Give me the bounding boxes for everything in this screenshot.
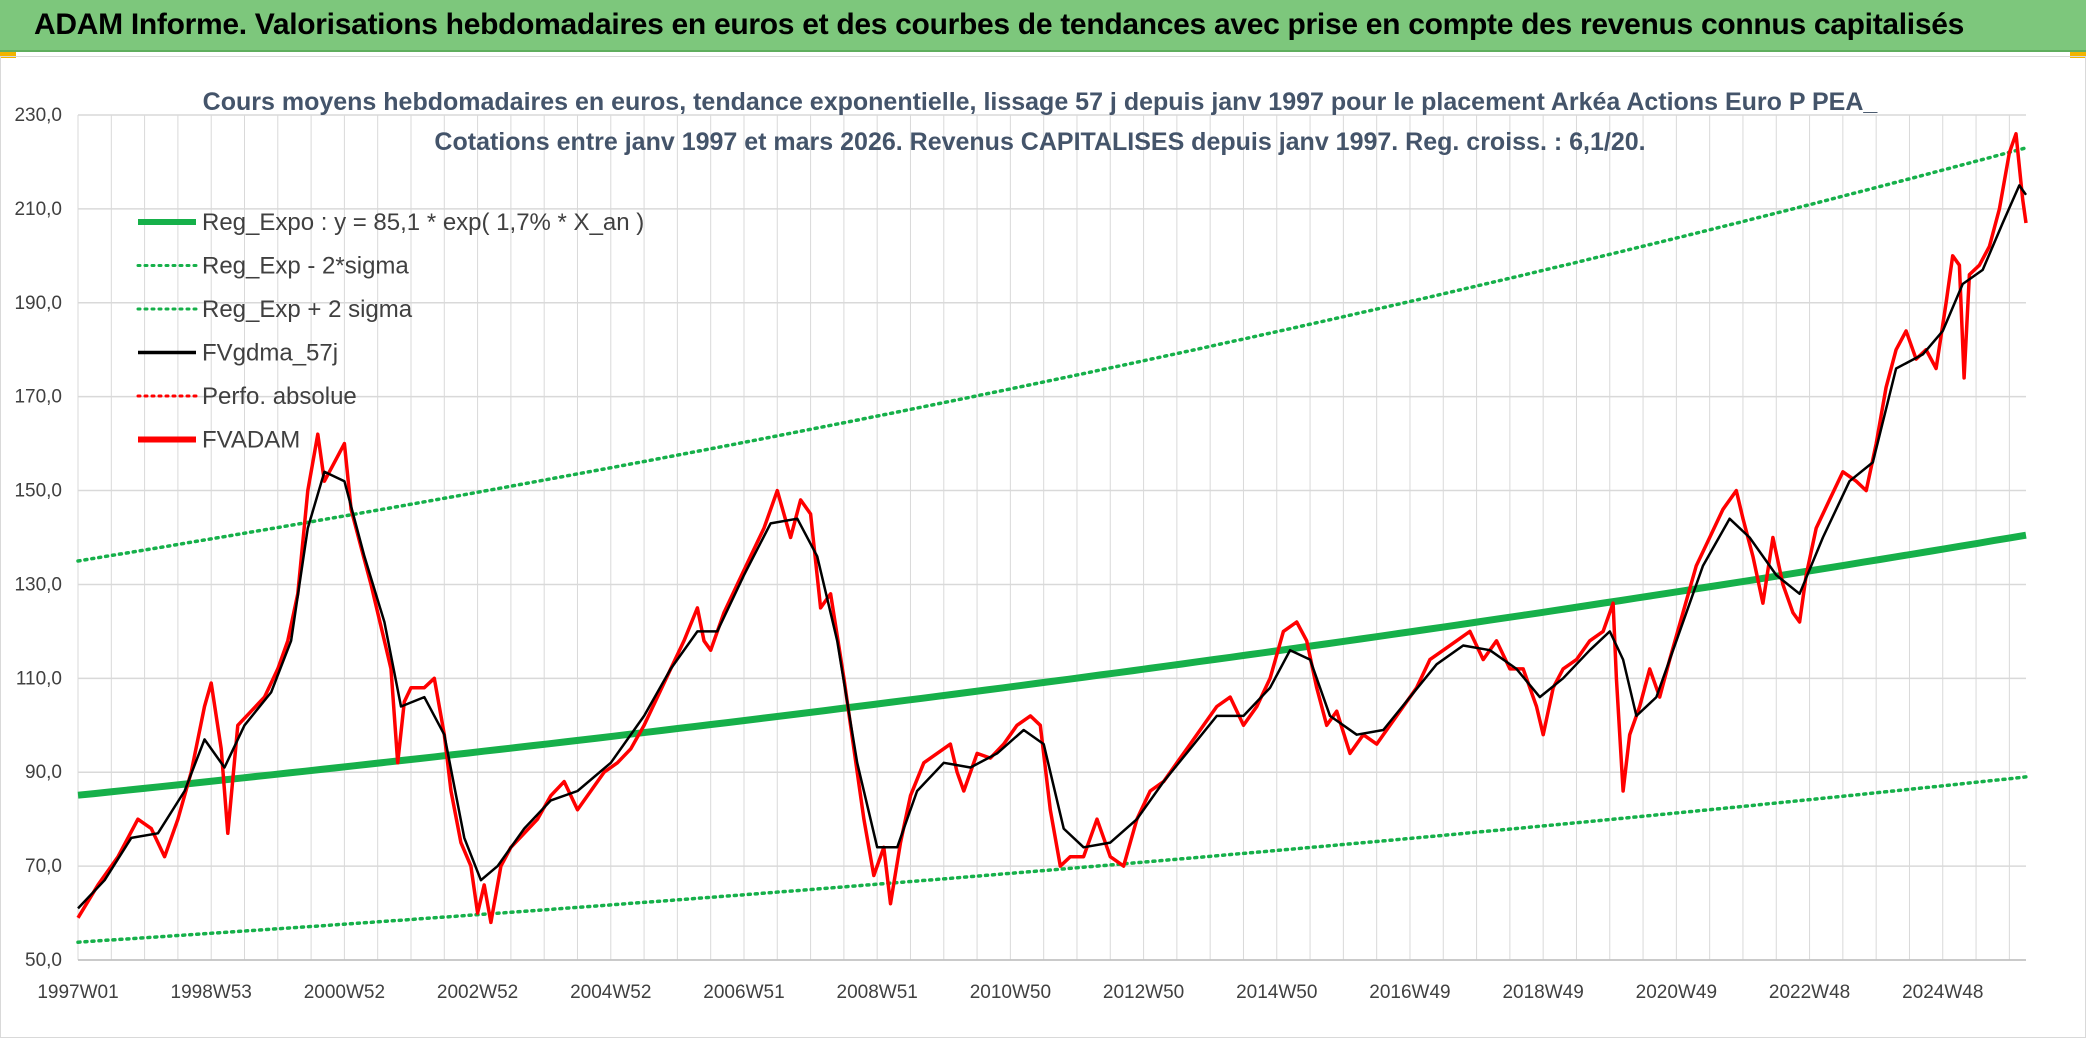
y-tick-label: 190,0 bbox=[14, 293, 62, 314]
legend-label: Reg_Expo : y = 85,1 * exp( 1,7% * X_an ) bbox=[202, 209, 644, 236]
chart-title: Cours moyens hebdomadaires en euros, ten… bbox=[203, 88, 1879, 156]
x-tick-label: 2014W50 bbox=[1236, 982, 1317, 1003]
legend-label: Perfo. absolue bbox=[202, 383, 357, 410]
legend-label: Reg_Exp + 2 sigma bbox=[202, 296, 413, 323]
series-layer bbox=[76, 132, 2028, 925]
x-tick-label: 2000W52 bbox=[304, 982, 385, 1003]
legend-label: FVADAM bbox=[202, 427, 300, 454]
reg-expo-line bbox=[77, 531, 2027, 799]
reg-exp-minus-2sigma-line bbox=[76, 775, 2028, 944]
x-tick-label: 1997W01 bbox=[37, 982, 118, 1003]
right-corner-accent bbox=[2070, 52, 2086, 58]
axis-labels: 50,0 70,0 90,0 110,0 130,0 150,0 170,0 190,0 210… bbox=[14, 105, 1983, 1003]
page-title: ADAM Informe. Valorisations hebdomadaire… bbox=[34, 8, 1965, 41]
fvadam-line bbox=[76, 132, 2028, 925]
legend: Reg_Expo : y = 85,1 * exp( 1,7% * X_an )… bbox=[136, 209, 644, 454]
fvgdma-57j-line bbox=[77, 184, 2028, 910]
x-tick-label: 2016W49 bbox=[1369, 982, 1450, 1003]
chart-title-line-2: Cotations entre janv 1997 et mars 2026. … bbox=[434, 128, 1645, 156]
y-tick-label: 110,0 bbox=[16, 668, 62, 689]
left-corner-accent bbox=[0, 52, 16, 58]
y-tick-label: 130,0 bbox=[14, 574, 62, 595]
y-tick-label: 210,0 bbox=[14, 199, 62, 220]
chart-title-line-1: Cours moyens hebdomadaires en euros, ten… bbox=[203, 88, 1879, 116]
y-tick-label: 230,0 bbox=[14, 105, 62, 126]
x-tick-label: 2010W50 bbox=[970, 982, 1051, 1003]
y-tick-label: 90,0 bbox=[25, 762, 62, 783]
x-tick-label: 2004W52 bbox=[570, 982, 651, 1003]
legend-label: Reg_Exp - 2*sigma bbox=[202, 253, 409, 280]
grid-layer bbox=[77, 114, 2026, 961]
x-tick-label: 2018W49 bbox=[1502, 982, 1583, 1003]
y-tick-label: 170,0 bbox=[14, 387, 62, 408]
x-tick-label: 2008W51 bbox=[837, 982, 918, 1003]
legend-label: FVgdma_57j bbox=[202, 340, 338, 367]
x-tick-label: 2012W50 bbox=[1103, 982, 1184, 1003]
y-tick-label: 70,0 bbox=[25, 856, 62, 877]
x-tick-label: 2022W48 bbox=[1769, 982, 1850, 1003]
trend-layer bbox=[76, 146, 2028, 944]
header-bar: ADAM Informe. Valorisations hebdomadaire… bbox=[0, 0, 2086, 52]
x-tick-label: 2002W52 bbox=[437, 982, 518, 1003]
x-tick-label: 1998W53 bbox=[171, 982, 252, 1003]
y-tick-label: 50,0 bbox=[25, 950, 62, 971]
reg-exp-plus-2sigma-line bbox=[76, 146, 2028, 563]
y-tick-label: 150,0 bbox=[14, 481, 62, 502]
x-tick-label: 2006W51 bbox=[703, 982, 784, 1003]
x-tick-label: 2024W48 bbox=[1902, 982, 1983, 1003]
x-tick-label: 2020W49 bbox=[1636, 982, 1717, 1003]
